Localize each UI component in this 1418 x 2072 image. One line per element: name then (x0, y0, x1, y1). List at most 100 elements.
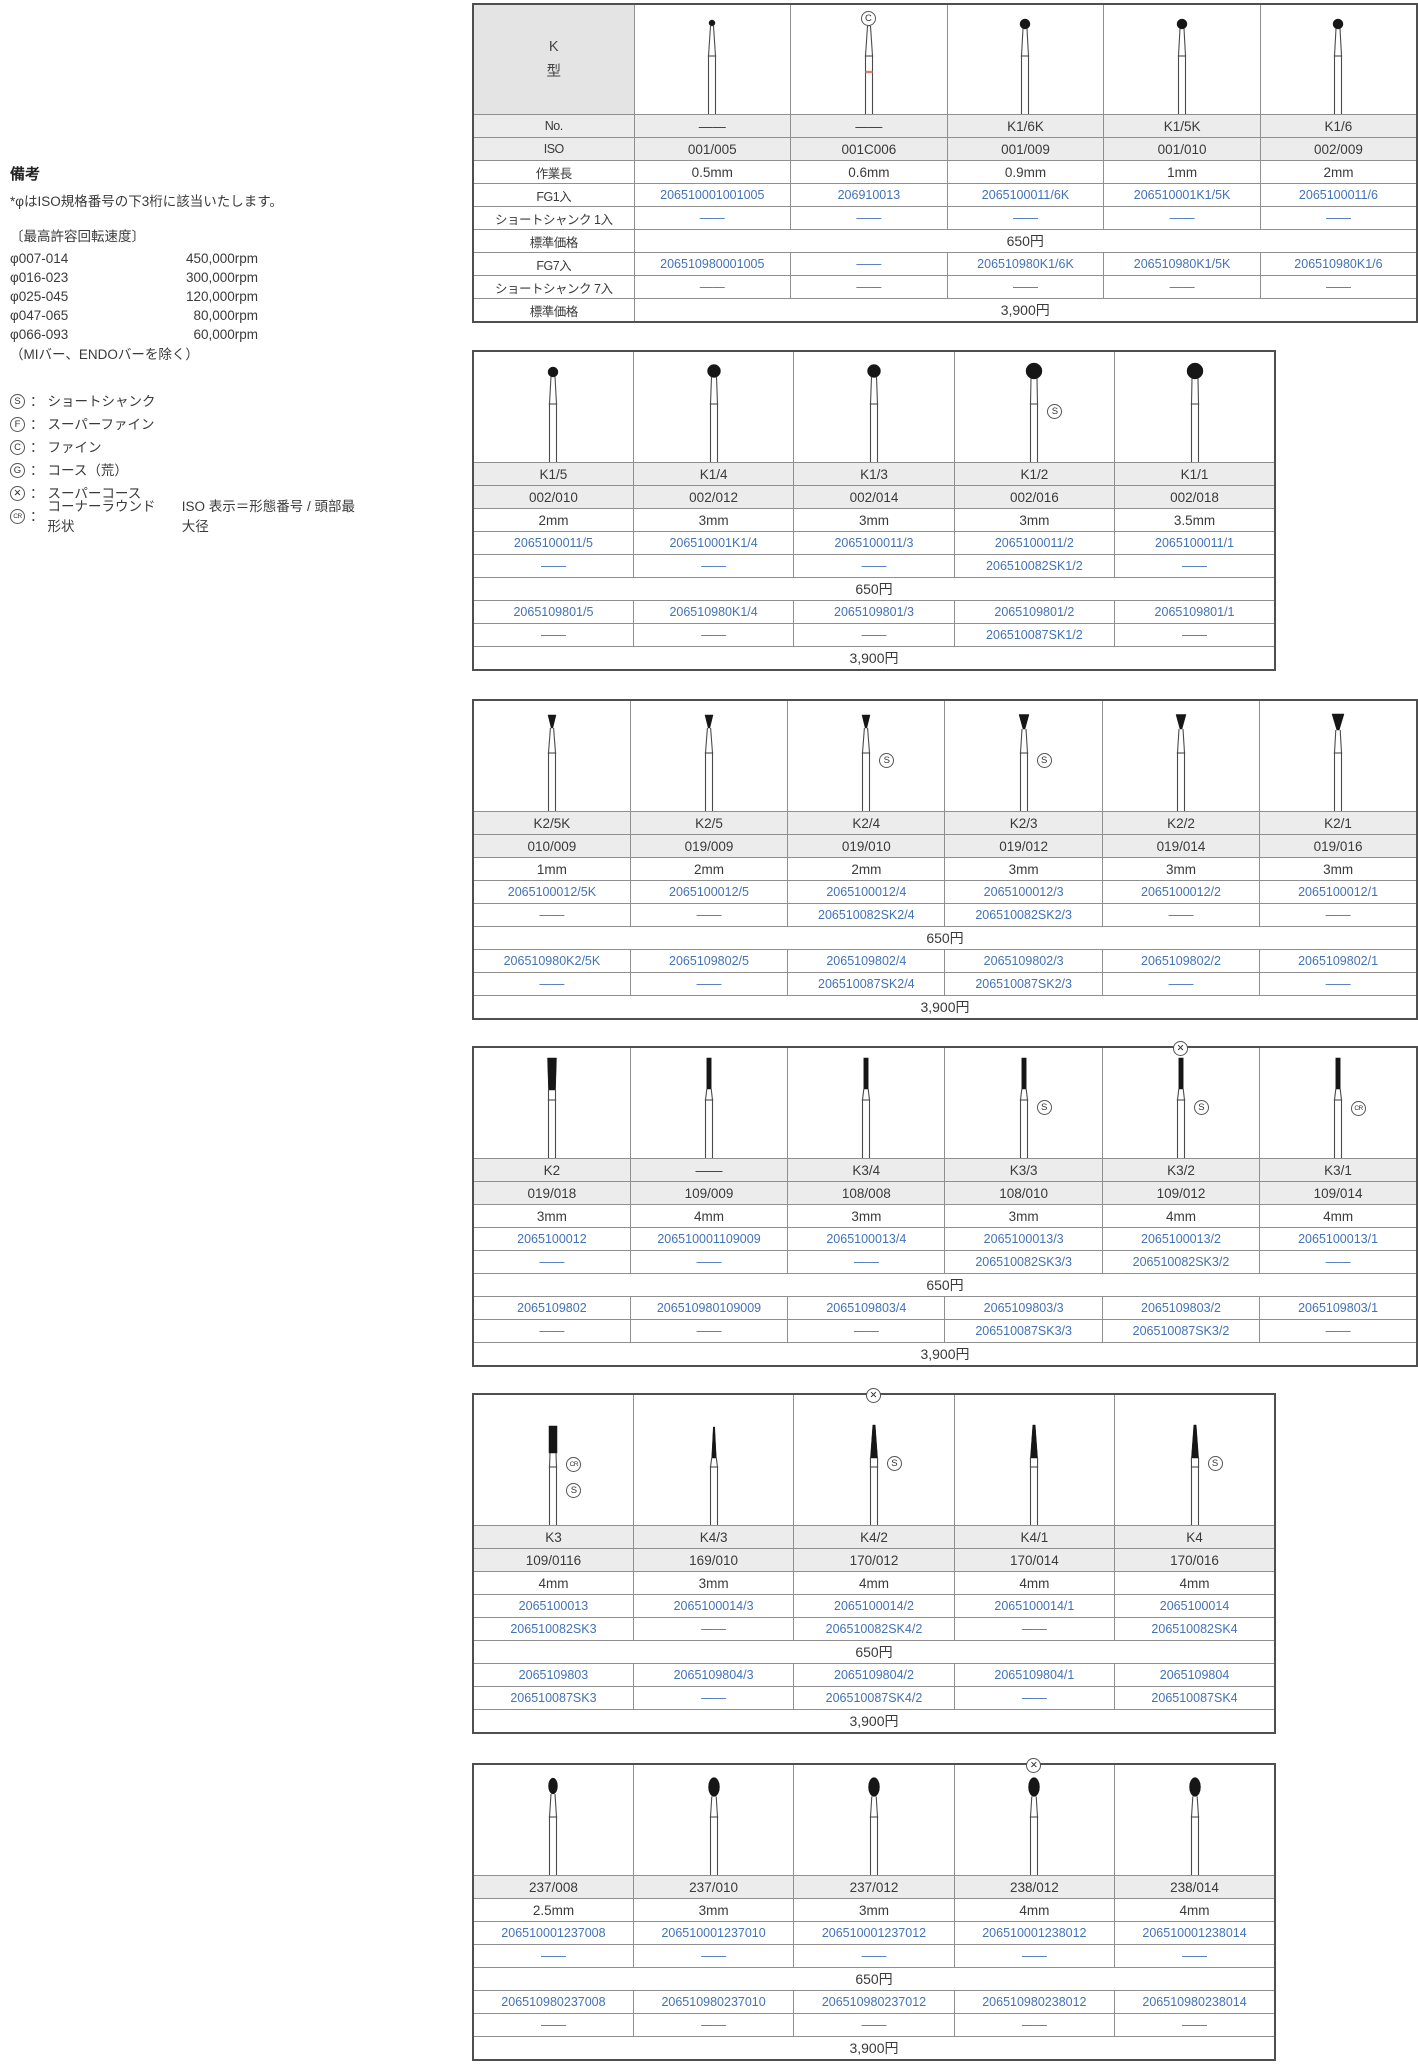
fg7-code: 206510980237010 (632, 1990, 795, 2014)
s-badge-icon: S (1047, 403, 1063, 419)
price: 3,900円 (472, 995, 1418, 1020)
g-badge-icon: G (10, 463, 25, 479)
short-shank-1-code: ―― (629, 903, 789, 927)
fg1-code: 2065100013/3 (944, 1227, 1103, 1251)
short-shank-1-code: 206510082SK4 (1114, 1617, 1276, 1641)
short-shank-1-code: ―― (946, 206, 1105, 230)
short-shank-7-code: 206510087SK4/2 (793, 1686, 955, 1710)
taper-bur-icon (1030, 1424, 1039, 1525)
product-no: K1/6K (946, 114, 1105, 138)
short-shank-7-code: ―― (1101, 972, 1261, 996)
product-no: K3/4 (787, 1158, 946, 1182)
fg1-code: 2065100012/3 (944, 880, 1103, 904)
row-label: 標準価格 (472, 298, 635, 323)
bur-image: C (790, 3, 948, 115)
product-no: K2/2 (1101, 811, 1261, 835)
row-label: ショートシャンク 1入 (472, 206, 635, 230)
bur-image (793, 1763, 955, 1876)
fg7-code: 206510980K1/4 (632, 600, 795, 624)
bur-image (629, 1046, 789, 1159)
x-badge-icon: ✕ (1172, 1041, 1188, 1057)
s-badge-icon: S (1193, 1099, 1209, 1115)
cr-badge-icon: CR (566, 1457, 582, 1473)
fg7-code: 2065109804/2 (793, 1663, 955, 1687)
legend-item: G ： コース（荒） (10, 459, 360, 482)
invcone-l-bur-icon (1331, 713, 1345, 811)
short-shank-7-code: 206510087SK2/4 (787, 972, 946, 996)
cyl-med-bur-icon (549, 1425, 558, 1525)
bur-image (472, 1046, 631, 1159)
product-no: K4/2 (793, 1525, 955, 1549)
product-no: ―― (633, 114, 792, 138)
short-shank-7-code: ―― (629, 972, 789, 996)
short-shank-7-code: ―― (946, 275, 1105, 299)
legend-list: S ： ショートシャンク F ： スーパーファイン C ： ファイン G ： コ… (10, 390, 360, 534)
short-shank-1-code: ―― (1259, 206, 1418, 230)
price: 650円 (472, 1273, 1418, 1297)
short-shank-1-code: ―― (1101, 903, 1261, 927)
iso-code: 108/010 (944, 1181, 1103, 1205)
fg1-code: 206910013 (790, 183, 948, 207)
short-shank-7-code: ―― (1259, 972, 1418, 996)
speed-rpm: 450,000rpm (185, 250, 258, 266)
iso-code: 170/014 (953, 1548, 1116, 1572)
iso-code: 109/012 (1101, 1181, 1261, 1205)
iso-code: 238/012 (953, 1875, 1116, 1899)
legend-label: ファイン (47, 440, 102, 456)
product-no: K2/3 (944, 811, 1103, 835)
fg7-code: 206510980K1/5K (1103, 252, 1261, 276)
short-shank-7-code: ―― (1103, 275, 1261, 299)
bur-image: ✕ (953, 1758, 1116, 1876)
bur-image-row: S S ✕ CR (472, 1041, 1418, 1159)
price: 650円 (472, 1640, 1276, 1664)
iso-code: 019/009 (629, 834, 789, 858)
working-length: 3mm (632, 1898, 795, 1922)
speed-range: φ066-093 (10, 326, 69, 342)
working-length: 4mm (793, 1571, 955, 1595)
fg7-code: 2065109803/2 (1101, 1296, 1261, 1320)
bur-image (632, 350, 795, 463)
product-table-5: CR S S ✕ (472, 1388, 1276, 1734)
row-label: ショートシャンク 7入 (472, 275, 635, 299)
product-no: K3/3 (944, 1158, 1103, 1182)
working-length: 3mm (953, 508, 1116, 532)
fg1-code: 2065100011/1 (1114, 531, 1276, 555)
speed-row: φ047-065 80,000rpm (10, 306, 258, 325)
short-shank-7-code: ―― (472, 2013, 634, 2037)
row-label: 作業長 (472, 160, 635, 184)
short-shank-1-code: ―― (472, 1250, 631, 1274)
bur-image: CR (1259, 1046, 1418, 1159)
short-shank-7-code: 206510087SK3 (472, 1686, 634, 1710)
working-length: 3mm (632, 508, 795, 532)
product-table-3: S S K2/5K K2/5 K2/4 K2/3 K2/2 K2/1 01 (472, 699, 1418, 1020)
bur-image (629, 699, 789, 812)
fg1-code: 2065100011/3 (793, 531, 955, 555)
short-shank-1-code: 206510082SK3 (472, 1617, 634, 1641)
short-shank-1-code: ―― (632, 1617, 795, 1641)
fg7-code: 206510980238012 (953, 1990, 1116, 2014)
iso-code: 109/0116 (472, 1548, 634, 1572)
bur-image: CR S (472, 1393, 634, 1526)
working-length: 3mm (793, 1898, 955, 1922)
egg-s-bur-icon (548, 1777, 559, 1875)
iso-code: 002/018 (1114, 485, 1276, 509)
fg7-code: 2065109801/5 (472, 600, 634, 624)
fg1-code: 2065100012/5 (629, 880, 789, 904)
short-shank-7-code: ―― (953, 1686, 1116, 1710)
fg7-code: 206510980001005 (633, 252, 792, 276)
fg7-code: 206510980238014 (1114, 1990, 1276, 2014)
product-no: K2/4 (787, 811, 946, 835)
product-no: K2 (472, 1158, 631, 1182)
s-badge-icon: S (1036, 1099, 1052, 1115)
bur-image (787, 1046, 946, 1159)
working-length: 4mm (953, 1571, 1116, 1595)
short-shank-1-code: 206510082SK2/4 (787, 903, 946, 927)
bur-image (793, 350, 955, 463)
x-badge-icon: ✕ (10, 486, 25, 502)
cyl-thin-bur-icon (1019, 1057, 1028, 1158)
product-no: K2/5 (629, 811, 789, 835)
working-length: 2mm (1259, 160, 1418, 184)
invcone-m-bur-icon (1018, 714, 1029, 811)
fg7-code: 2065109802/5 (629, 949, 789, 973)
